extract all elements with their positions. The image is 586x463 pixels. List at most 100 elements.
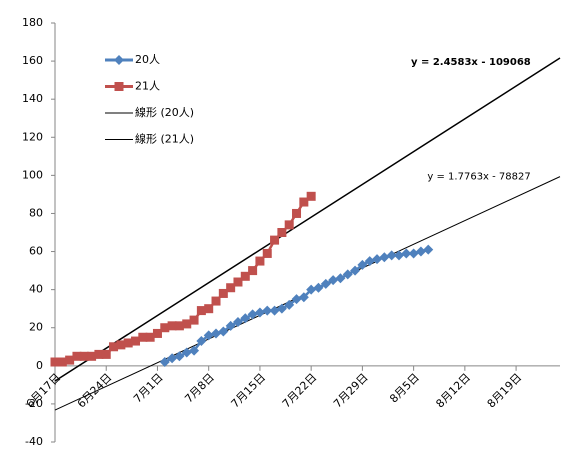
data-point xyxy=(218,326,229,337)
data-point xyxy=(232,317,243,328)
legend-marker xyxy=(114,55,124,65)
data-point xyxy=(335,273,346,284)
data-point xyxy=(415,246,426,257)
data-point xyxy=(364,256,375,267)
y-tick-label: 80 xyxy=(29,206,43,219)
data-point xyxy=(233,277,243,287)
data-point xyxy=(131,336,141,346)
legend-label: 線形 (20人) xyxy=(135,105,194,119)
data-point xyxy=(50,357,60,367)
data-point xyxy=(262,248,272,258)
data-point xyxy=(218,288,228,298)
data-point xyxy=(357,259,368,270)
data-point xyxy=(240,313,251,324)
data-point xyxy=(189,315,199,325)
data-point xyxy=(87,351,97,361)
data-point xyxy=(159,357,170,368)
data-point xyxy=(211,296,221,306)
x-tick-label: 7月22日 xyxy=(280,371,320,411)
data-point xyxy=(299,197,309,207)
data-point xyxy=(408,248,419,259)
legend-label: 20人 xyxy=(135,53,160,66)
data-point xyxy=(284,220,294,230)
data-point xyxy=(196,336,207,347)
data-point xyxy=(306,191,316,201)
legend-label: 21人 xyxy=(135,80,160,93)
x-tick-label: 8月19日 xyxy=(485,371,525,411)
y-tick-label: 100 xyxy=(22,168,43,181)
data-point xyxy=(226,283,236,293)
x-tick-label: 7月15日 xyxy=(229,371,269,411)
y-tick-label: 120 xyxy=(22,130,43,143)
data-point xyxy=(79,351,89,361)
data-point xyxy=(204,304,214,314)
data-point xyxy=(423,244,434,255)
x-tick-label: 6月17日 xyxy=(24,371,64,411)
y-tick-label: 0 xyxy=(36,359,43,372)
data-point xyxy=(254,307,265,318)
data-point xyxy=(291,294,302,305)
y-tick-label: 20 xyxy=(29,321,43,334)
data-point xyxy=(123,338,133,348)
data-point xyxy=(211,328,222,339)
data-point xyxy=(277,228,287,237)
data-point xyxy=(65,355,75,365)
data-point xyxy=(196,306,206,316)
data-point xyxy=(292,208,302,218)
data-point xyxy=(269,305,280,316)
data-point xyxy=(276,303,287,314)
y-tick-label: 140 xyxy=(22,92,43,105)
data-point xyxy=(57,357,67,367)
legend-marker xyxy=(114,82,124,91)
data-point xyxy=(160,323,170,333)
x-tick-label: 7月8日 xyxy=(182,371,217,406)
x-tick-label: 8月12日 xyxy=(433,371,473,411)
data-point xyxy=(152,328,162,338)
trendline xyxy=(54,57,561,382)
data-point xyxy=(401,248,412,259)
data-point xyxy=(182,319,192,329)
series-line xyxy=(55,195,312,364)
data-point xyxy=(386,250,397,261)
x-tick-label: 8月5日 xyxy=(387,371,422,406)
trendline-equation: y = 1.7763x - 78827 xyxy=(427,171,530,182)
data-point xyxy=(189,345,200,356)
data-point xyxy=(372,254,383,265)
data-point xyxy=(320,278,331,289)
data-point xyxy=(203,330,214,341)
y-tick-label: 60 xyxy=(29,245,43,258)
legend-label: 線形 (21人) xyxy=(135,132,194,146)
data-point xyxy=(167,353,178,364)
data-point xyxy=(138,332,148,342)
data-point xyxy=(298,292,309,303)
y-tick-label: 40 xyxy=(29,283,43,296)
y-tick-label: -40 xyxy=(25,435,43,448)
data-point xyxy=(181,347,192,358)
y-tick-label: -20 xyxy=(25,397,43,410)
data-point xyxy=(350,265,361,276)
y-tick-label: 180 xyxy=(22,16,43,29)
data-point xyxy=(247,309,258,320)
data-point xyxy=(145,332,155,342)
data-point xyxy=(174,321,184,331)
x-tick-label: 7月29日 xyxy=(331,371,371,411)
data-point xyxy=(313,282,324,293)
data-point xyxy=(248,266,258,276)
data-point xyxy=(255,256,265,266)
x-tick-label: 7月1日 xyxy=(131,371,166,406)
data-point xyxy=(284,299,295,310)
data-point xyxy=(225,320,236,331)
data-point xyxy=(262,305,273,316)
data-point xyxy=(393,250,404,261)
data-point xyxy=(174,351,185,362)
data-point xyxy=(101,349,111,359)
data-point xyxy=(72,351,82,361)
data-point xyxy=(240,271,250,281)
trendline-equation: y = 2.4583x - 109068 xyxy=(411,57,531,68)
data-point xyxy=(342,269,353,280)
x-tick-label: 6月24日 xyxy=(75,371,115,411)
data-point xyxy=(109,342,119,352)
data-point xyxy=(379,252,390,263)
data-point xyxy=(328,275,339,286)
